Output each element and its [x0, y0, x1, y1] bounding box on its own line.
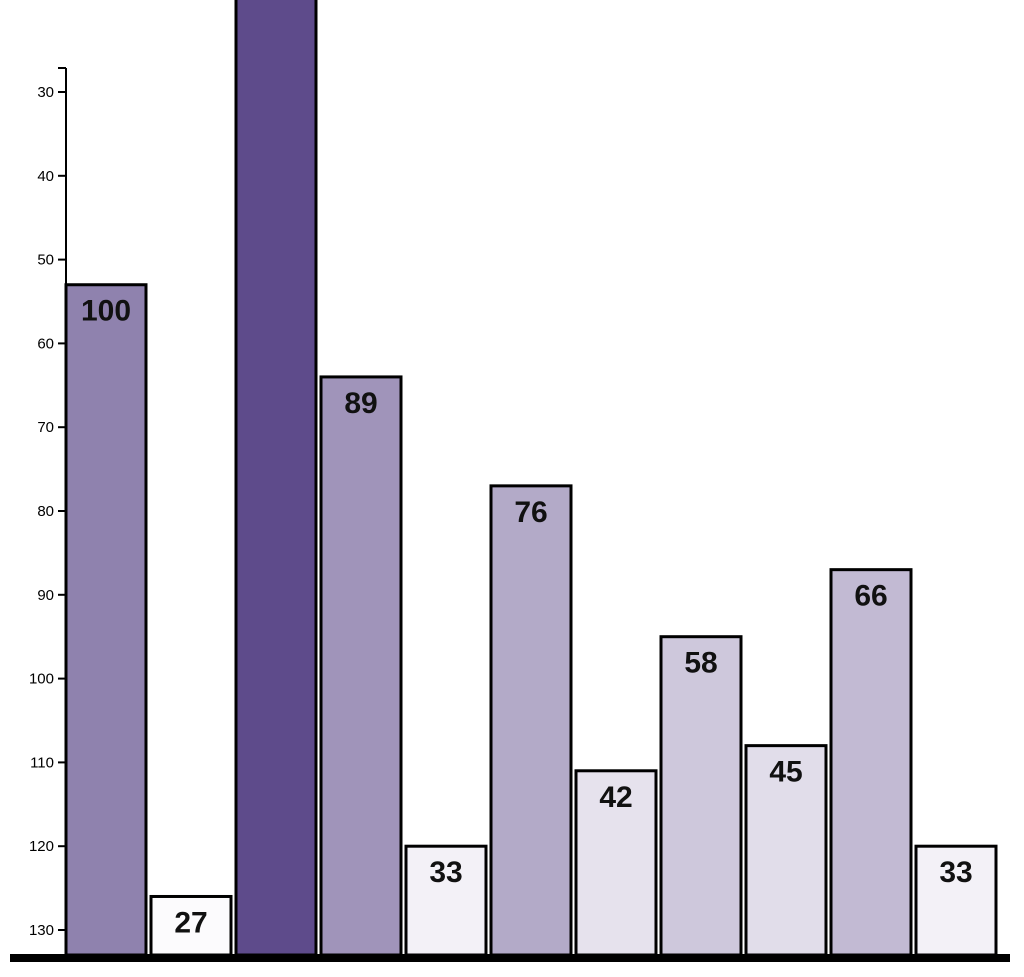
bar-value-label: 58 — [684, 647, 717, 680]
bar-labels: 100271338933764258456633 — [81, 295, 973, 940]
bar-value-label: 27 — [174, 906, 207, 939]
bar-value-label: 33 — [939, 856, 972, 889]
bar-value-label: 42 — [599, 781, 632, 814]
bar-value-label: 33 — [429, 856, 462, 889]
y-tick-label: 120 — [29, 838, 54, 855]
bar-value-label: 45 — [769, 756, 802, 789]
bar — [659, 635, 743, 957]
bar — [319, 375, 403, 957]
bar — [489, 484, 573, 957]
y-tick-label: 110 — [30, 754, 54, 771]
y-tick-label: 30 — [37, 84, 54, 101]
y-tick-label: 90 — [37, 587, 54, 604]
y-tick-label: 60 — [37, 335, 54, 352]
y-axis: 30 40 50 60 70 80 90 100 110 120 130 — [29, 67, 67, 955]
bar — [234, 0, 318, 957]
y-tick-label: 70 — [37, 419, 54, 436]
y-tick-label: 40 — [37, 168, 54, 185]
bar — [574, 769, 658, 957]
bar — [914, 844, 998, 957]
bar — [829, 568, 913, 957]
y-tick-label: 80 — [37, 503, 54, 520]
bar-value-label: 66 — [854, 580, 887, 613]
bars — [64, 0, 998, 957]
y-tick-label: 130 — [29, 922, 54, 939]
y-tick-label: 100 — [29, 671, 54, 688]
bar-value-label: 76 — [514, 496, 547, 529]
bar — [149, 894, 233, 957]
bar-value-label: 89 — [344, 387, 377, 420]
y-tick-label: 50 — [37, 252, 54, 269]
bar-value-label: 100 — [81, 295, 131, 328]
bar — [64, 283, 148, 957]
